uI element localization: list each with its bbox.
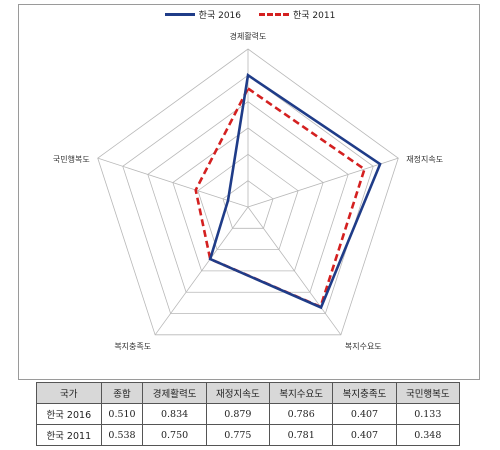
table-header-cell: 재정지속도 <box>205 382 271 404</box>
table-row: 한국 2016 0.510 0.834 0.879 0.786 0.407 0.… <box>36 403 461 425</box>
table-cell: 0.879 <box>205 403 271 425</box>
grid-spoke <box>97 157 249 208</box>
grid-ring <box>147 101 349 293</box>
chart-frame <box>18 4 480 380</box>
table-header-cell: 종합 <box>100 382 144 404</box>
table-cell: 0.781 <box>269 424 334 446</box>
legend-item-2011: 한국 2011 <box>259 8 335 21</box>
axis-label: 복지수요도 <box>345 342 382 351</box>
grid-ring <box>122 74 374 314</box>
table-row: 한국 2011 0.538 0.750 0.775 0.781 0.407 0.… <box>36 424 461 446</box>
grid-ring <box>197 153 299 251</box>
table-cell: 0.348 <box>395 424 461 446</box>
series-line <box>208 73 382 310</box>
table-header-cell: 국민행복도 <box>395 382 461 404</box>
legend-item-2016: 한국 2016 <box>164 8 241 21</box>
legend-swatch-2016 <box>164 13 195 16</box>
table-cell-label: 한국 2016 <box>36 403 102 425</box>
grid-spoke <box>247 206 342 336</box>
table-cell: 0.510 <box>100 403 144 425</box>
axis-label: 국민행복도 <box>53 154 90 164</box>
legend-label-2011: 한국 2011 <box>293 11 336 21</box>
grid-ring <box>222 180 274 229</box>
legend-swatch-2011 <box>259 13 289 16</box>
grid-spoke <box>247 157 399 208</box>
grid-spoke <box>154 206 249 336</box>
legend-label-2016: 한국 2016 <box>198 11 241 21</box>
table-cell-label: 한국 2011 <box>36 424 102 446</box>
table-cell: 0.133 <box>395 403 461 425</box>
table-cell: 0.775 <box>205 424 271 446</box>
axis-label: 경제활력도 <box>230 31 267 41</box>
chart-legend: 한국 2016 한국 2011 <box>0 8 500 21</box>
table-header-row: 국가 종합 경제활력도 재정지속도 복지수요도 복지충족도 국민행복도 <box>36 382 461 404</box>
table-header-cell: 복지수요도 <box>269 382 334 404</box>
summary-table: 국가 종합 경제활력도 재정지속도 복지수요도 복지충족도 국민행복도 한국 2… <box>36 382 461 446</box>
table-header-cell: 국가 <box>36 382 102 404</box>
table-cell: 0.834 <box>142 403 207 425</box>
table-header-cell: 복지충족도 <box>332 382 397 404</box>
table-header-cell: 경제활력도 <box>142 382 207 404</box>
table-cell: 0.407 <box>332 424 397 446</box>
table-cell: 0.407 <box>332 403 397 425</box>
grid-ring <box>172 127 324 272</box>
axis-label: 재정지속도 <box>406 154 443 164</box>
table-cell: 0.538 <box>100 424 144 446</box>
grid-ring <box>97 48 399 336</box>
table-cell: 0.750 <box>142 424 207 446</box>
table-cell: 0.786 <box>269 403 334 425</box>
axis-label: 복지충족도 <box>114 342 151 351</box>
